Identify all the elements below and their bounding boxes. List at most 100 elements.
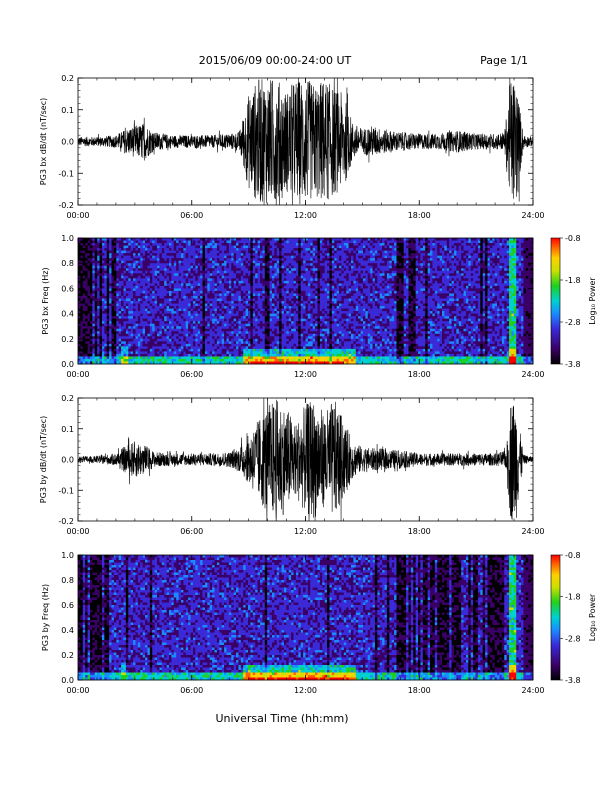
spectrogram-cell (303, 319, 306, 322)
spectrogram-cell (246, 261, 249, 264)
spectrogram-cell (236, 314, 239, 317)
spectrogram-cell (171, 271, 174, 274)
spectrogram-cell (112, 331, 115, 334)
spectrogram-cell (169, 359, 172, 362)
spectrogram-cell (102, 243, 105, 246)
spectrogram-cell (85, 314, 88, 317)
spectrogram-cell (102, 278, 105, 281)
spectrogram-cell (140, 266, 143, 269)
spectrogram-cell (243, 268, 246, 271)
spectrogram-cell (188, 351, 191, 354)
spectrogram-cell (159, 301, 162, 304)
spectrogram-cell (159, 334, 162, 337)
spectrogram-cell (135, 339, 138, 342)
spectrogram-cell (210, 346, 213, 349)
spectrogram-cell (152, 258, 155, 261)
spectrogram-cell (138, 243, 141, 246)
spectrogram-cell (212, 286, 215, 289)
spectrogram-cell (219, 309, 222, 312)
spectrogram-cell (289, 354, 292, 357)
spectrogram-cell (243, 258, 246, 261)
spectrogram-cell (145, 291, 148, 294)
spectrogram-cell (133, 319, 136, 322)
spectrogram-cell (226, 248, 229, 251)
spectrogram-cell (274, 286, 277, 289)
spectrogram-cell (135, 301, 138, 304)
spectrogram-cell (301, 316, 304, 319)
spectrogram-cell (250, 344, 253, 347)
spectrogram-cell (253, 309, 256, 312)
spectrogram-cell (203, 311, 206, 314)
spectrogram-cell (265, 354, 268, 357)
spectrogram-cell (126, 238, 129, 241)
spectrogram-cell (234, 281, 237, 284)
spectrogram-cell (124, 346, 127, 349)
spectrogram-cell (262, 329, 265, 332)
spectrogram-cell (147, 253, 150, 256)
spectrogram-cell (200, 354, 203, 357)
spectrogram-cell (188, 281, 191, 284)
spectrogram-cell (143, 258, 146, 261)
spectrogram-cell (212, 311, 215, 314)
spectrogram-cell (289, 351, 292, 354)
spectrogram-cell (119, 238, 122, 241)
spectrogram-cell (116, 314, 119, 317)
spectrogram-cell (241, 293, 244, 296)
spectrogram-cell (229, 351, 232, 354)
spectrogram-cell (112, 293, 115, 296)
spectrogram-cell (265, 356, 268, 359)
spectrogram-cell (215, 248, 218, 251)
spectrogram-cell (92, 354, 95, 357)
spectrogram-cell (274, 301, 277, 304)
spectrogram-cell (296, 271, 299, 274)
spectrogram-cell (296, 346, 299, 349)
spectrogram-cell (270, 241, 273, 244)
spectrogram-cell (88, 344, 91, 347)
spectrogram-cell (267, 319, 270, 322)
spectrogram-cell (181, 283, 184, 286)
spectrogram-cell (250, 286, 253, 289)
spectrogram-cell (140, 288, 143, 291)
spectrogram-cell (286, 293, 289, 296)
spectrogram-cell (207, 291, 210, 294)
spectrogram-cell (174, 344, 177, 347)
spectrogram-cell (92, 301, 95, 304)
spectrogram-cell (231, 251, 234, 254)
spectrogram-cell (131, 356, 134, 359)
spectrogram-cell (191, 261, 194, 264)
spectrogram-cell (131, 281, 134, 284)
spectrogram-cell (301, 311, 304, 314)
spectrogram-cell (291, 281, 294, 284)
spectrogram-cell (104, 301, 107, 304)
spectrogram-cell (248, 351, 251, 354)
spectrogram-cell (104, 298, 107, 301)
spectrogram-cell (303, 243, 306, 246)
spectrogram-cell (306, 324, 309, 327)
spectrogram-cell (162, 341, 165, 344)
spectrogram-cell (222, 346, 225, 349)
spectrogram-cell (284, 314, 287, 317)
spectrogram-cell (138, 298, 141, 301)
spectrogram-cell (116, 286, 119, 289)
spectrogram-cell (294, 326, 297, 329)
spectrogram-cell (162, 329, 165, 332)
spectrogram-cell (109, 331, 112, 334)
spectrogram-cell (88, 346, 91, 349)
spectrogram-cell (212, 256, 215, 259)
spectrogram-cell (92, 256, 95, 259)
spectrogram-cell (128, 354, 131, 357)
spectrogram-cell (274, 241, 277, 244)
spectrogram-cell (179, 319, 182, 322)
spectrogram-cell (200, 263, 203, 266)
spectrogram-cell (147, 329, 150, 332)
spectrogram-cell (171, 243, 174, 246)
spectrogram-cell (92, 298, 95, 301)
spectrogram-cell (159, 304, 162, 307)
spectrogram-cell (100, 276, 103, 279)
spectrogram-cell (159, 321, 162, 324)
spectrogram-cell (195, 359, 198, 362)
spectrogram-cell (152, 306, 155, 309)
spectrogram-cell (219, 329, 222, 332)
spectrogram-cell (121, 268, 124, 271)
spectrogram-cell (224, 311, 227, 314)
